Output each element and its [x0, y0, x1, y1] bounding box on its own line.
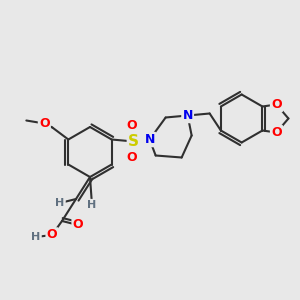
Text: O: O — [126, 151, 137, 164]
Text: O: O — [39, 117, 50, 130]
Text: H: H — [87, 200, 97, 210]
Text: H: H — [32, 232, 40, 242]
Text: S: S — [128, 134, 139, 149]
Text: H: H — [56, 198, 64, 208]
Text: O: O — [271, 98, 282, 111]
Text: O: O — [271, 126, 282, 139]
Text: O: O — [126, 119, 137, 132]
Text: N: N — [182, 109, 193, 122]
Text: O: O — [73, 218, 83, 232]
Text: O: O — [47, 229, 57, 242]
Text: N: N — [145, 133, 155, 146]
